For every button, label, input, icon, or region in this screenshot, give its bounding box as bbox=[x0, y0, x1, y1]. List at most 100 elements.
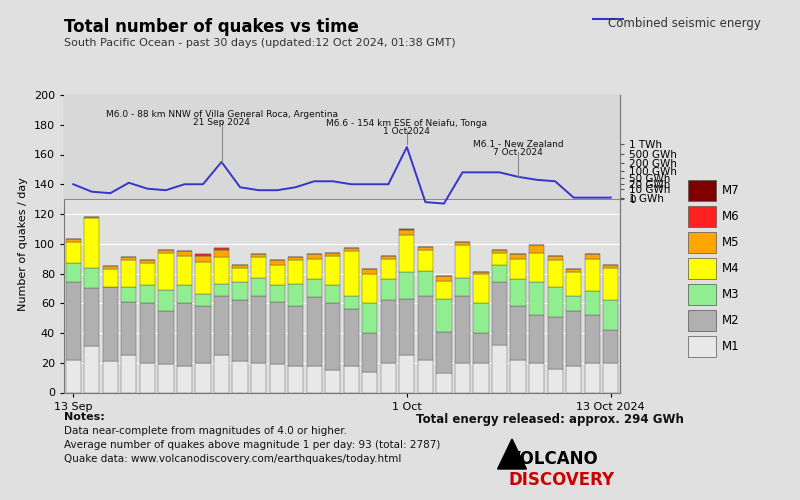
Bar bbox=[84, 217, 99, 218]
Bar bbox=[547, 368, 562, 392]
Bar bbox=[195, 256, 210, 262]
Bar bbox=[251, 296, 266, 363]
Text: M2: M2 bbox=[722, 314, 739, 328]
Bar bbox=[529, 245, 544, 252]
Bar bbox=[306, 298, 322, 366]
Bar bbox=[214, 296, 229, 356]
Bar bbox=[214, 250, 229, 257]
Bar bbox=[436, 281, 451, 299]
Bar bbox=[344, 309, 359, 366]
Bar bbox=[270, 286, 285, 302]
Bar bbox=[436, 299, 451, 332]
Text: M4: M4 bbox=[722, 262, 739, 276]
Bar bbox=[585, 363, 600, 392]
Bar bbox=[603, 330, 618, 363]
Text: 1 Oct2024: 1 Oct2024 bbox=[383, 127, 430, 136]
Bar bbox=[233, 282, 248, 300]
Text: M6.1 - New Zealand: M6.1 - New Zealand bbox=[473, 140, 563, 148]
Bar bbox=[362, 269, 378, 274]
Bar bbox=[399, 235, 414, 272]
Text: M7: M7 bbox=[722, 184, 739, 198]
Bar bbox=[84, 268, 99, 288]
Bar bbox=[492, 252, 507, 264]
Bar bbox=[381, 300, 396, 363]
Bar bbox=[158, 250, 174, 252]
Bar bbox=[418, 296, 433, 360]
Bar bbox=[122, 356, 137, 393]
Bar bbox=[66, 240, 81, 242]
Bar bbox=[64, 95, 620, 199]
Bar bbox=[195, 254, 210, 256]
Bar bbox=[214, 284, 229, 296]
Bar bbox=[603, 264, 618, 268]
Bar bbox=[344, 296, 359, 309]
Bar bbox=[418, 360, 433, 392]
Bar bbox=[474, 274, 489, 303]
Bar bbox=[140, 363, 155, 392]
Bar bbox=[344, 366, 359, 392]
Text: Combined seismic energy: Combined seismic energy bbox=[608, 18, 761, 30]
Bar bbox=[140, 263, 155, 285]
Bar bbox=[418, 270, 433, 296]
Text: Notes:: Notes: bbox=[64, 412, 105, 422]
Bar bbox=[547, 316, 562, 368]
Bar bbox=[399, 229, 414, 230]
Bar bbox=[270, 260, 285, 264]
Bar bbox=[158, 310, 174, 364]
Bar bbox=[474, 333, 489, 363]
Bar bbox=[603, 268, 618, 300]
Bar bbox=[122, 257, 137, 260]
Text: Total number of quakes vs time: Total number of quakes vs time bbox=[64, 18, 359, 36]
Bar bbox=[566, 269, 582, 272]
Bar bbox=[102, 362, 118, 392]
Text: Data near-complete from magnitudes of 4.0 or higher.: Data near-complete from magnitudes of 4.… bbox=[64, 426, 347, 436]
Bar bbox=[399, 299, 414, 356]
Bar bbox=[66, 263, 81, 282]
Text: Average number of quakes above magnitude 1 per day: 93 (total: 2787): Average number of quakes above magnitude… bbox=[64, 440, 440, 450]
Bar bbox=[362, 372, 378, 392]
Bar bbox=[529, 252, 544, 282]
Text: M6: M6 bbox=[722, 210, 739, 224]
Bar bbox=[455, 278, 470, 296]
Bar bbox=[251, 363, 266, 392]
Bar bbox=[585, 258, 600, 292]
Bar bbox=[84, 288, 99, 346]
Bar bbox=[436, 373, 451, 392]
Text: Quake data: www.volcanodiscovery.com/earthquakes/today.html: Quake data: www.volcanodiscovery.com/ear… bbox=[64, 454, 402, 464]
Bar bbox=[529, 282, 544, 315]
Bar bbox=[381, 256, 396, 258]
Text: 7 Oct 2024: 7 Oct 2024 bbox=[493, 148, 543, 156]
Bar bbox=[306, 366, 322, 392]
Bar bbox=[177, 256, 192, 286]
Bar bbox=[270, 364, 285, 392]
Bar bbox=[436, 332, 451, 373]
Bar bbox=[66, 242, 81, 263]
Bar bbox=[66, 360, 81, 392]
Bar bbox=[455, 363, 470, 392]
Bar bbox=[306, 280, 322, 297]
Text: M5: M5 bbox=[722, 236, 739, 250]
Bar bbox=[585, 254, 600, 258]
Text: M1: M1 bbox=[722, 340, 739, 353]
Bar bbox=[418, 246, 433, 250]
Bar bbox=[547, 256, 562, 260]
Bar bbox=[362, 303, 378, 333]
Bar bbox=[158, 252, 174, 290]
Bar bbox=[455, 242, 470, 245]
Bar bbox=[381, 258, 396, 280]
Bar bbox=[140, 303, 155, 363]
Bar bbox=[325, 256, 340, 286]
Bar bbox=[195, 294, 210, 306]
Bar bbox=[510, 360, 526, 392]
Bar bbox=[158, 364, 174, 392]
Bar bbox=[474, 272, 489, 274]
Bar bbox=[158, 290, 174, 310]
Bar bbox=[492, 250, 507, 252]
Bar bbox=[195, 262, 210, 294]
Bar bbox=[399, 230, 414, 235]
Bar bbox=[325, 303, 340, 370]
Bar bbox=[66, 282, 81, 360]
Bar bbox=[140, 286, 155, 303]
Bar bbox=[306, 254, 322, 258]
Text: M6.0 - 88 km NNW of Villa General Roca, Argentina: M6.0 - 88 km NNW of Villa General Roca, … bbox=[106, 110, 338, 119]
